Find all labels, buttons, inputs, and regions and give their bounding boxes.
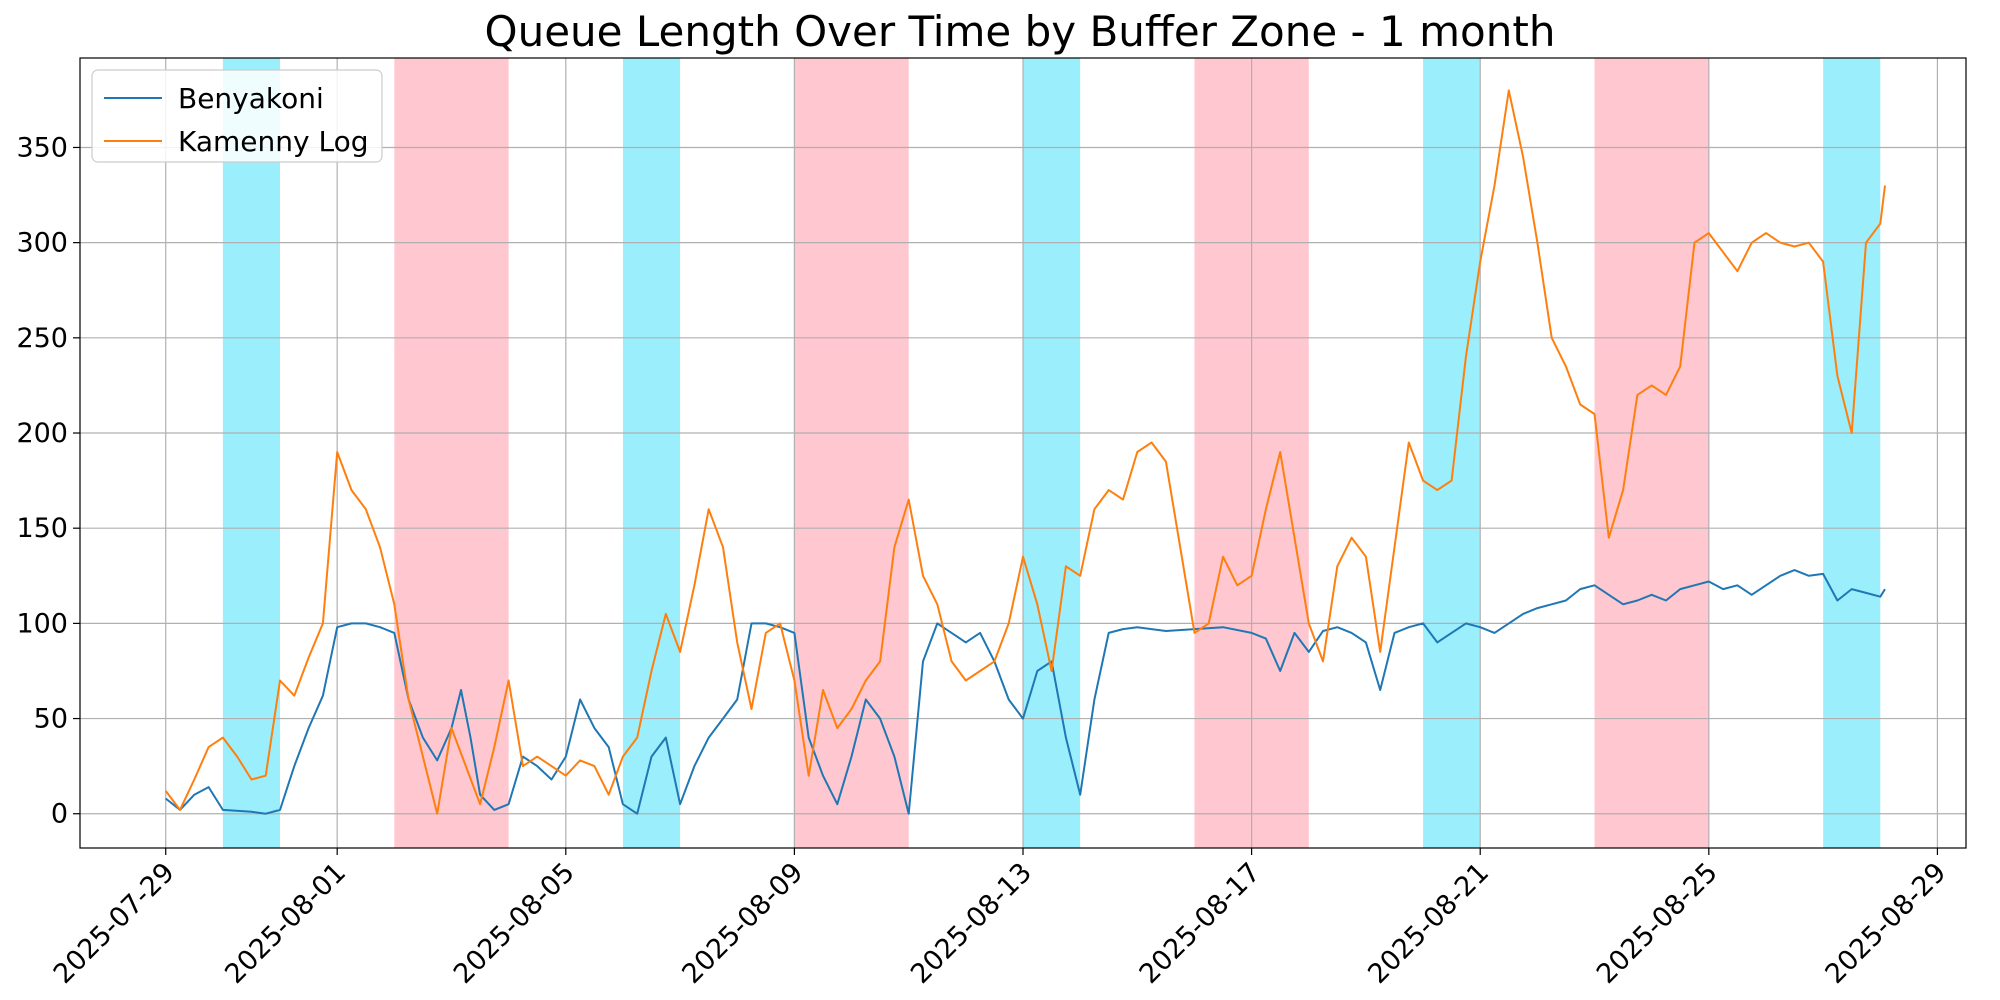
y-tick-label-0: 0 bbox=[51, 799, 68, 830]
legend-label-1: Kamenny Log bbox=[178, 125, 369, 158]
legend-box bbox=[91, 69, 383, 163]
chart-title: Queue Length Over Time by Buffer Zone - … bbox=[485, 7, 1556, 56]
legend-label-0: Benyakoni bbox=[178, 82, 324, 115]
y-tick-label-3: 150 bbox=[16, 513, 68, 544]
y-tick-label-5: 250 bbox=[16, 323, 68, 354]
shaded-band-8 bbox=[1823, 58, 1881, 848]
series-line-kamenny-log bbox=[164, 89, 1886, 815]
shaded-band-6 bbox=[1423, 58, 1481, 848]
shaded-band-0 bbox=[222, 58, 281, 848]
legend: Benyakoni Kamenny Log bbox=[91, 69, 383, 163]
shaded-band-3 bbox=[794, 58, 909, 848]
series-line-benyakoni bbox=[165, 569, 1886, 815]
y-tick-label-4: 200 bbox=[16, 418, 68, 449]
shaded-band-4 bbox=[1023, 58, 1081, 848]
y-tick-label-2: 100 bbox=[16, 608, 68, 639]
shaded-band-7 bbox=[1594, 58, 1709, 848]
shaded-bands bbox=[222, 58, 1881, 848]
shaded-band-2 bbox=[622, 58, 681, 848]
y-tick-label-1: 50 bbox=[34, 704, 68, 735]
y-tick-label-6: 300 bbox=[16, 228, 68, 259]
y-tick-label-7: 350 bbox=[16, 132, 68, 163]
series-lines bbox=[164, 89, 1886, 815]
